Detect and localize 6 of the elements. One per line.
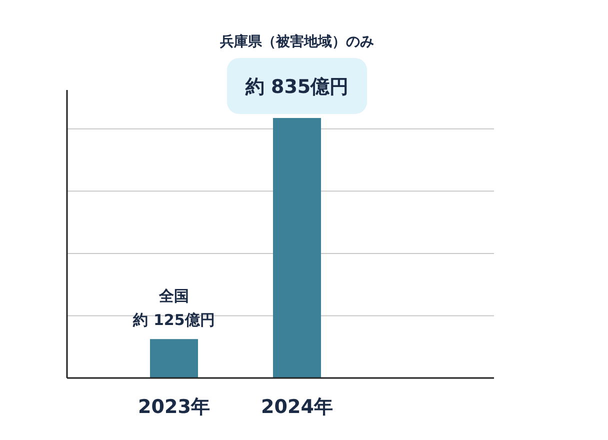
text: 兵庫県（被害地域）のみ [219, 33, 374, 50]
x-tick-label: 2023年 [138, 396, 210, 418]
x-tick-label: 2024年 [261, 396, 333, 418]
data-label: 約 125億円 [132, 311, 215, 330]
data-label: 約 835億円 [244, 76, 349, 98]
annotation: 全国 [158, 287, 189, 306]
